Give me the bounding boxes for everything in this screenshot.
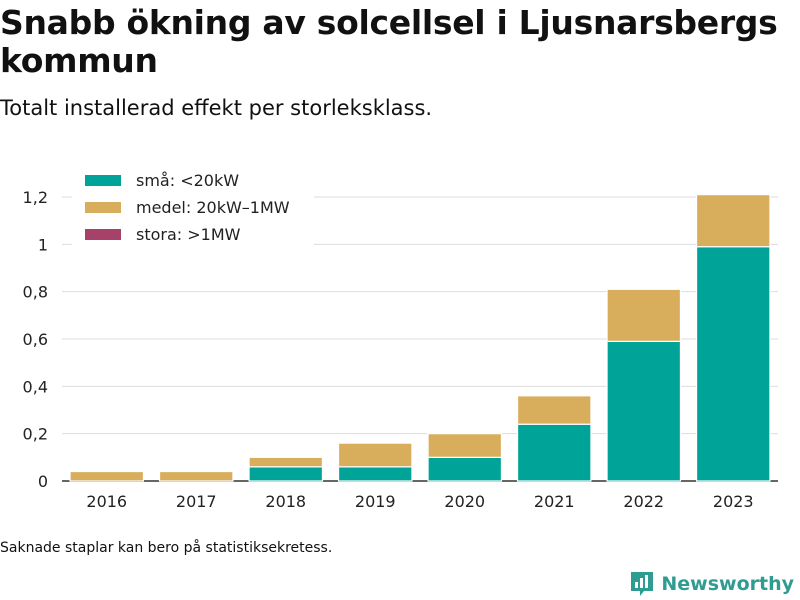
y-tick-label: 0,4	[23, 377, 48, 396]
legend-label: stora: >1MW	[136, 225, 241, 244]
bar-segment	[248, 456, 324, 468]
x-tick-label: 2016	[86, 492, 127, 511]
bar-segment	[158, 470, 234, 482]
x-tick-label: 2017	[176, 492, 217, 511]
y-axis-ticks: 0 0,2 0,4 0,6 0,8 1 1,2	[23, 188, 48, 491]
footnote: Saknade staplar kan bero på statistiksek…	[0, 540, 333, 556]
legend-label: medel: 20kW–1MW	[136, 198, 290, 217]
y-tick-label: 0,6	[23, 330, 48, 349]
bar-segment	[695, 246, 771, 482]
chart-subtitle: Totalt installerad effekt per storlekskl…	[0, 96, 433, 120]
bar-segment	[427, 456, 503, 482]
x-tick-label: 2023	[713, 492, 754, 511]
bar-segment	[606, 340, 682, 482]
bar-segment	[606, 288, 682, 342]
bar-segment	[337, 466, 413, 482]
legend: små: <20kW medel: 20kW–1MW stora: >1MW	[72, 164, 314, 250]
bar-segment	[248, 466, 324, 482]
bar-chart-logo-icon	[631, 572, 654, 596]
x-tick-label: 2022	[623, 492, 664, 511]
x-tick-label: 2021	[534, 492, 575, 511]
brand-name: Newsworthy	[661, 573, 794, 595]
bar-segment	[427, 433, 503, 458]
bar-segment	[516, 395, 592, 425]
y-tick-label: 0,2	[23, 425, 48, 444]
x-tick-label: 2019	[355, 492, 396, 511]
bar-segment	[69, 470, 145, 482]
y-tick-label: 0	[38, 472, 48, 491]
x-axis-ticks: 2016 2017 2018 2019 2020 2021 2022 2023	[86, 492, 753, 511]
bar-segment	[516, 423, 592, 482]
chart-title: Snabb ökning av solcellsel i Ljusnarsber…	[0, 3, 778, 80]
legend-swatch	[85, 202, 121, 213]
bars	[69, 194, 771, 482]
stacked-bar-chart: 00,20,40,60,811,2 2016 2017 2018 2019 2020 20…	[23, 164, 778, 511]
legend-swatch	[85, 229, 121, 240]
x-tick-label: 2018	[265, 492, 306, 511]
brand-logo[interactable]: Newsworthy	[629, 569, 794, 599]
y-tick-label: 1,2	[23, 188, 48, 207]
legend-swatch	[85, 175, 121, 186]
bar-segment	[695, 194, 771, 248]
y-tick-label: 0,8	[23, 283, 48, 302]
bar-segment	[337, 442, 413, 468]
x-tick-label: 2020	[444, 492, 485, 511]
legend-label: små: <20kW	[136, 171, 239, 190]
y-tick-label: 1	[38, 235, 48, 254]
